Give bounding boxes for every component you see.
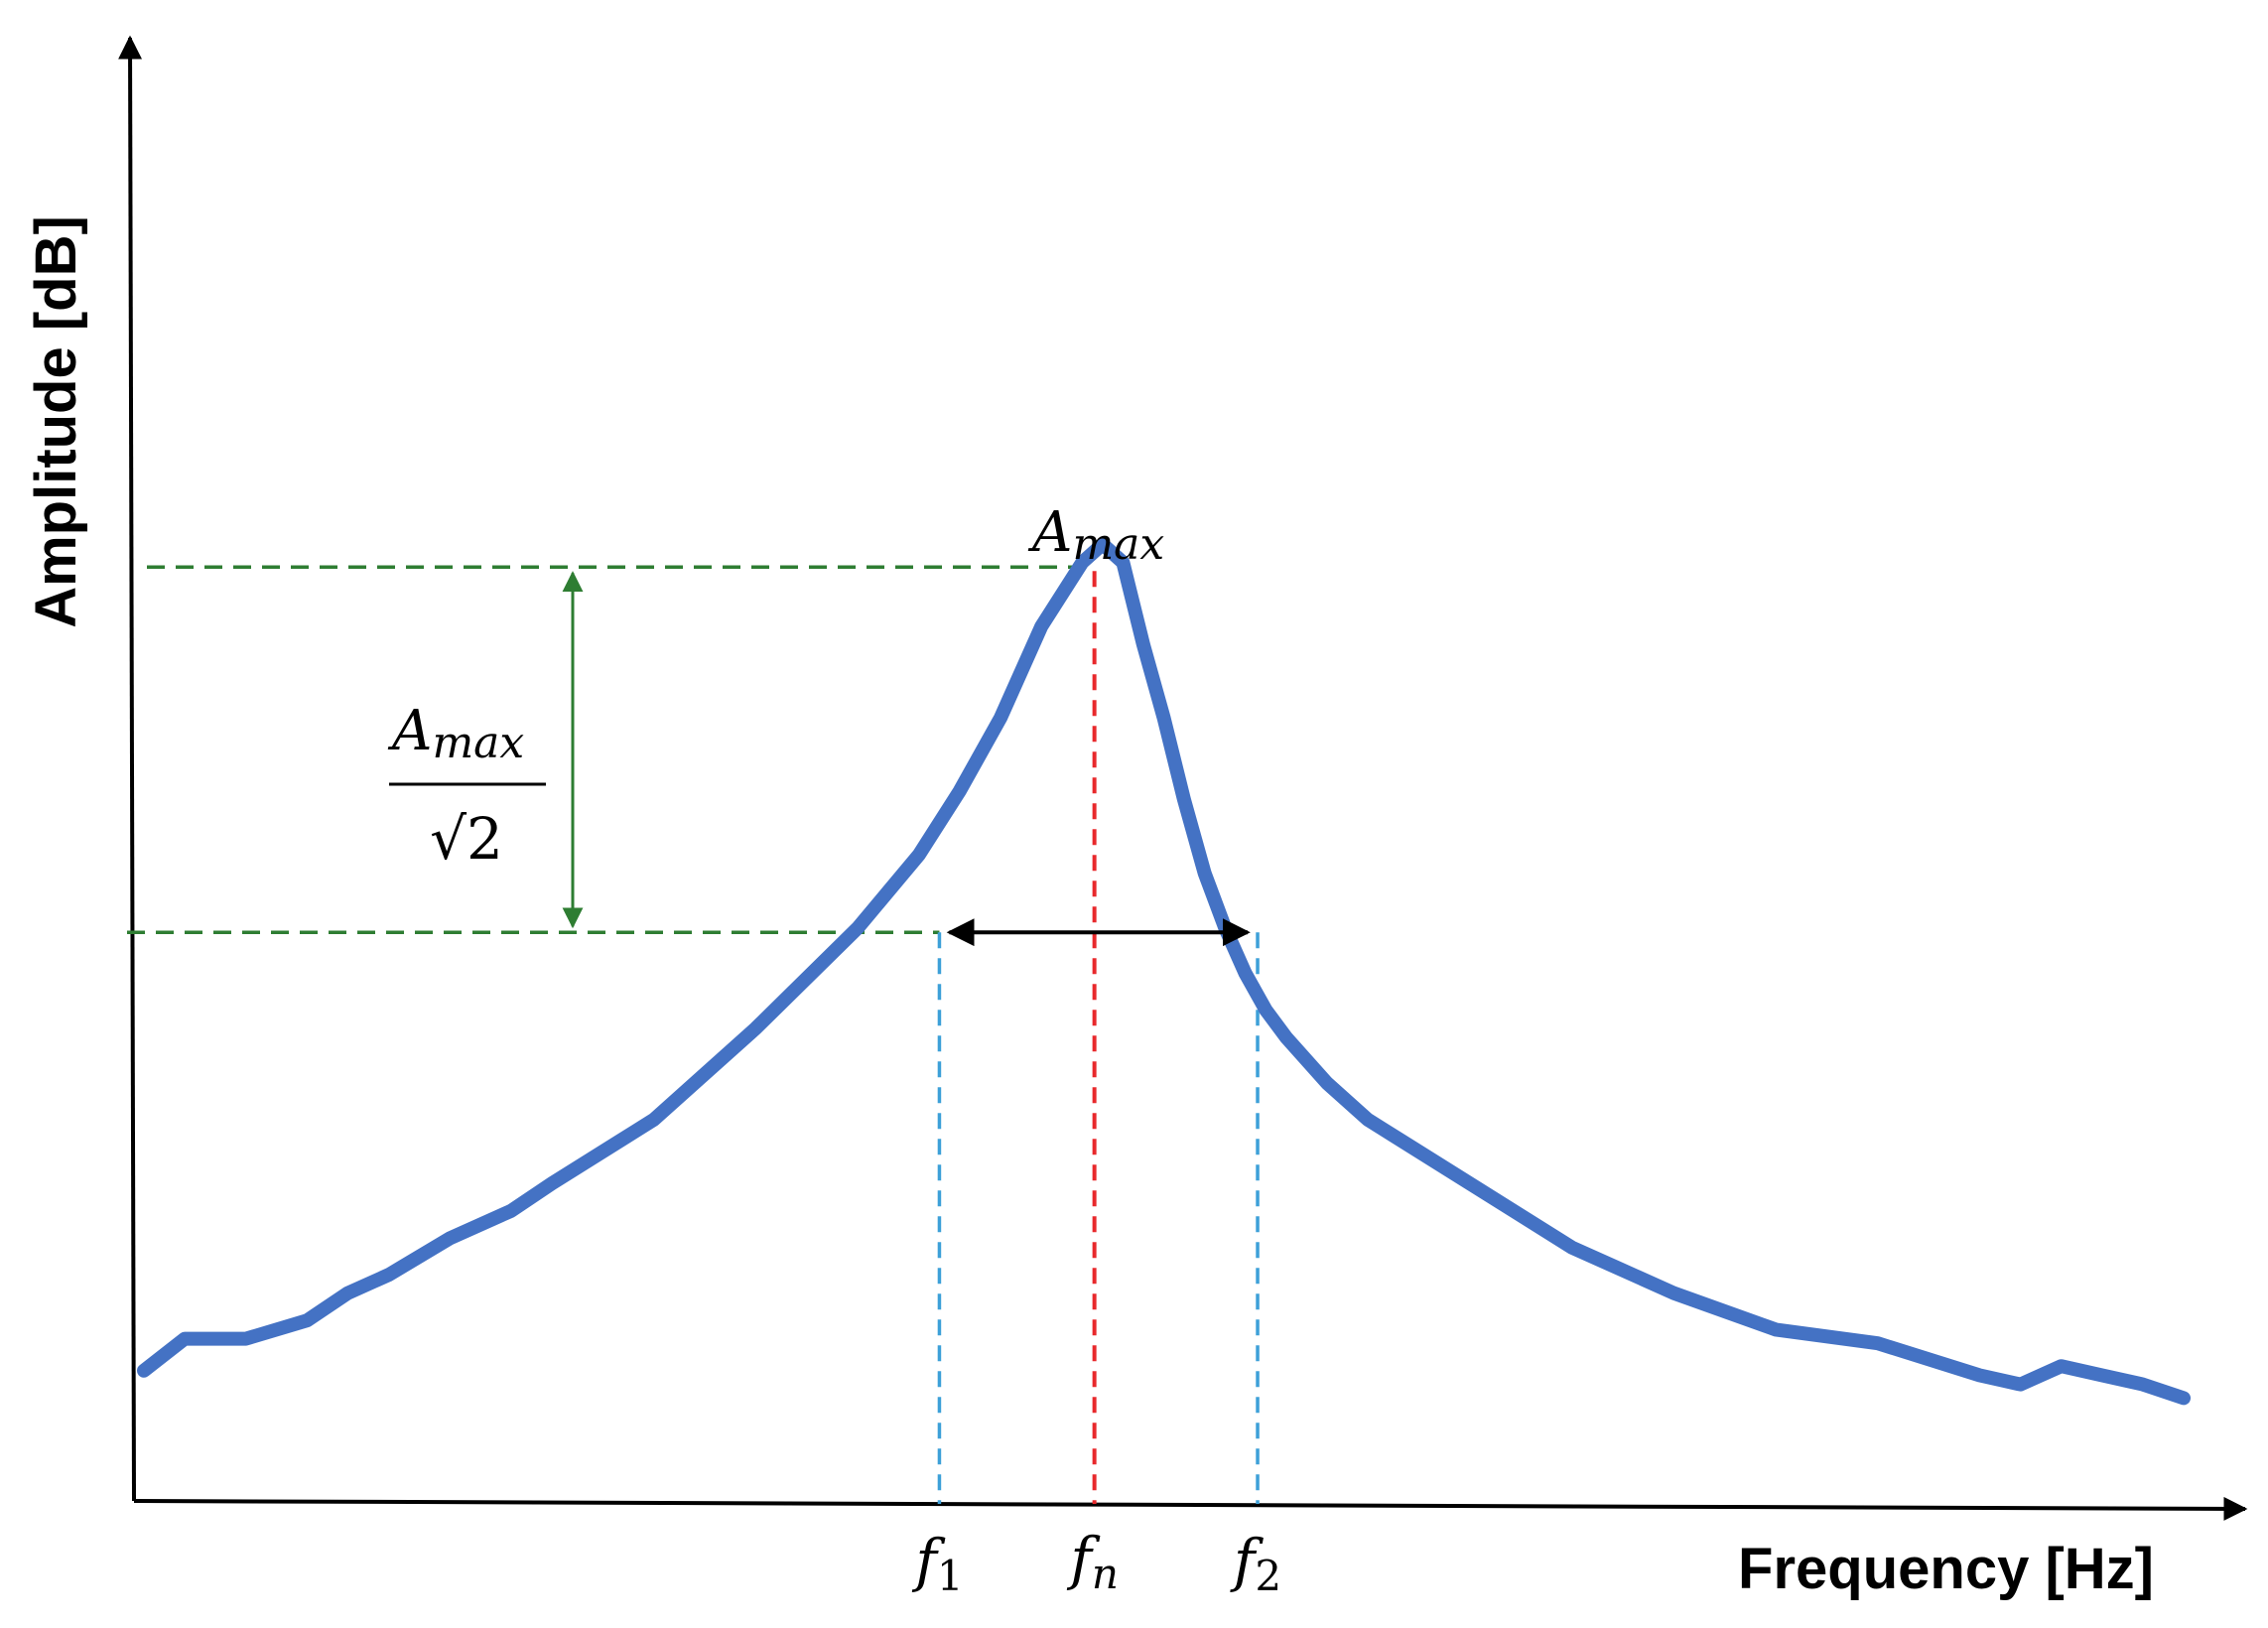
f2-label: f2 — [1230, 1527, 1281, 1600]
y-axis-title: Amplitude [dB] — [24, 215, 88, 628]
y-axis — [118, 35, 143, 1502]
ratio-numerator: Amax — [387, 699, 524, 768]
amplitude-ratio-label: Amax √2 — [387, 699, 546, 873]
x-axis-title: Frequency [Hz] — [1738, 1537, 2154, 1601]
ratio-denominator: √2 — [430, 805, 503, 873]
fn-label: fn — [1066, 1525, 1119, 1598]
x-axis — [133, 1496, 2248, 1521]
f1-label: f1 — [911, 1527, 963, 1600]
peak-amplitude-label: Amax — [1027, 500, 1164, 570]
frequency-response-curve — [137, 537, 2191, 1406]
